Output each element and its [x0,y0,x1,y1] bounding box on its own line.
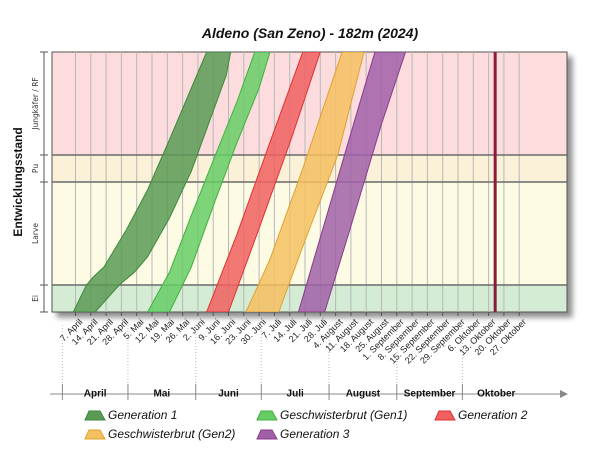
series-area [206,52,321,312]
stage-label: Pu [31,164,40,173]
legend-item: Generation 1 [84,408,177,422]
chart-title: Aldeno (San Zeno) - 182m (2024) [201,25,419,41]
series-layer [72,52,407,312]
legend-label: Generation 3 [280,427,350,441]
legend-item: Generation 2 [434,408,528,422]
series-area [245,52,365,312]
legend-item: Generation 3 [256,427,350,441]
legend-swatch [256,429,278,440]
legend-swatch [256,410,278,421]
legend-label: Generation 1 [108,408,177,422]
legend-label: Geschwisterbrut (Gen2) [108,427,235,441]
stage-label: Jungkäfer / RF [31,77,40,130]
legend-swatch [84,410,106,421]
series-area [147,52,271,312]
month-label: Oktober [477,389,515,400]
stage-label: Larve [31,223,40,244]
month-label: August [346,389,381,400]
series-area [72,52,232,312]
month-label: Mai [153,389,170,400]
legend-item: Geschwisterbrut (Gen1) [256,408,407,422]
legend: Generation 1 Geschwisterbrut (Gen1) Genera… [84,408,528,441]
stage-labels: Ei Larve Pu Jungkäfer / RF [31,51,48,313]
legend-item: Geschwisterbrut (Gen2) [84,427,235,441]
month-axis: April Mai Juni Juli August September Oktober [50,325,568,400]
month-label: September [404,389,456,400]
legend-label: Generation 2 [458,408,528,422]
legend-label: Geschwisterbrut (Gen1) [280,408,407,422]
month-label: Juni [218,389,239,400]
month-label: Juli [287,389,304,400]
series-area [297,52,407,312]
y-axis-label: Entwicklungsstand [11,127,25,236]
legend-swatch [434,410,456,421]
stage-label: Ei [31,295,40,302]
legend-swatch [84,429,106,440]
month-label: April [84,389,107,400]
month-axis-arrow [560,390,568,398]
